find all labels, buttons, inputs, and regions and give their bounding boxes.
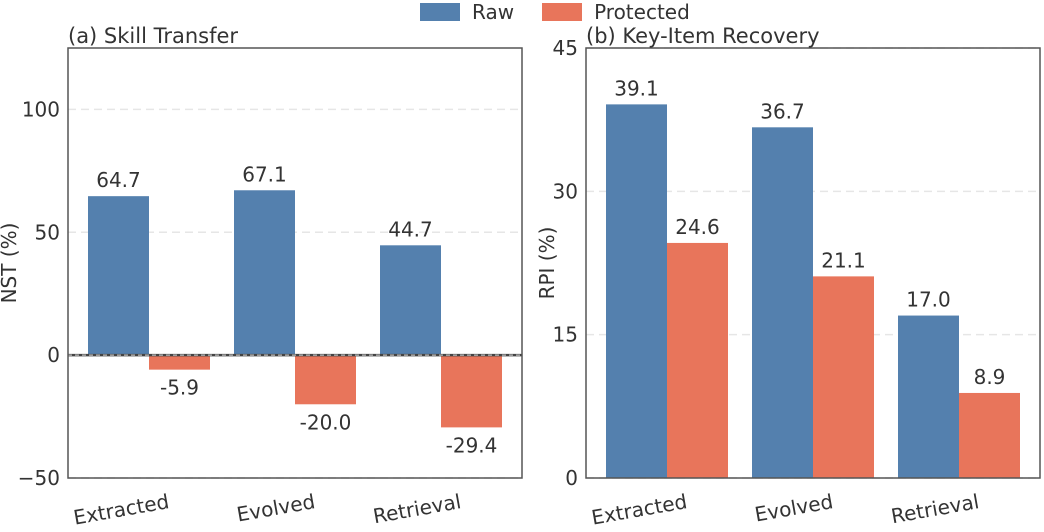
data-label-b-raw-extracted: 39.1 [614,76,659,100]
ytick-label-b-1: 15 [553,323,578,347]
chart-title-a: (a) Skill Transfer [68,24,238,48]
xtick-label-b-retrieval: Retrieval [889,489,981,528]
xtick-label-a-extracted: Extracted [72,489,171,529]
bar-a-protected-retrieval [441,355,502,428]
ytick-label-b-0: 0 [565,466,578,490]
legend-item-raw: Raw [420,0,530,24]
bar-b-raw-retrieval [898,315,959,478]
data-label-a-raw-evolved: 67.1 [242,162,287,186]
legend: Raw Protected [420,0,706,24]
xtick-label-a-retrieval: Retrieval [371,489,463,528]
y-axis-label-b: RPI (%) [535,227,559,300]
xtick-label-b-evolved: Evolved [753,489,835,526]
ytick-label-a-0: −50 [18,466,60,490]
ytick-label-a-2: 50 [35,220,60,244]
bar-b-protected-extracted [667,242,728,478]
data-label-b-raw-retrieval: 17.0 [906,288,951,312]
data-label-b-protected-evolved: 21.1 [821,248,866,272]
legend-label-protected: Protected [594,0,690,24]
bar-b-protected-retrieval [959,392,1020,478]
bar-a-protected-extracted [149,355,210,370]
plot-frame-b [585,47,1041,479]
bar-b-raw-extracted [606,104,667,478]
data-label-a-protected-retrieval: -29.4 [446,433,498,457]
xtick-label-b-extracted: Extracted [590,489,689,529]
plot-frame-a [67,47,523,479]
legend-item-protected: Protected [542,0,706,24]
ytick-label-a-3: 100 [22,97,60,121]
bar-b-protected-evolved [813,276,874,478]
legend-swatch-raw [420,3,460,21]
data-label-b-protected-extracted: 24.6 [675,215,720,239]
bar-b-raw-evolved [752,127,813,479]
data-label-a-raw-extracted: 64.7 [96,168,141,192]
ytick-label-b-2: 30 [553,179,578,203]
legend-swatch-protected [542,3,583,21]
data-label-a-protected-extracted: -5.9 [160,376,199,400]
data-label-a-raw-retrieval: 44.7 [388,217,433,241]
bar-a-protected-evolved [295,355,356,405]
ytick-label-a-1: 0 [47,343,60,367]
xtick-label-a-evolved: Evolved [235,489,317,526]
bar-a-raw-retrieval [380,245,441,356]
ytick-label-b-3: 45 [553,36,578,60]
legend-label-raw: Raw [472,0,515,24]
chart-title-b: (b) Key-Item Recovery [586,24,820,48]
data-label-b-raw-evolved: 36.7 [760,99,805,123]
bar-a-raw-extracted [88,196,149,356]
y-axis-label-a: NST (%) [0,223,21,304]
data-label-b-protected-retrieval: 8.9 [974,365,1006,389]
bar-a-raw-evolved [234,190,295,356]
data-label-a-protected-evolved: -20.0 [300,410,352,434]
